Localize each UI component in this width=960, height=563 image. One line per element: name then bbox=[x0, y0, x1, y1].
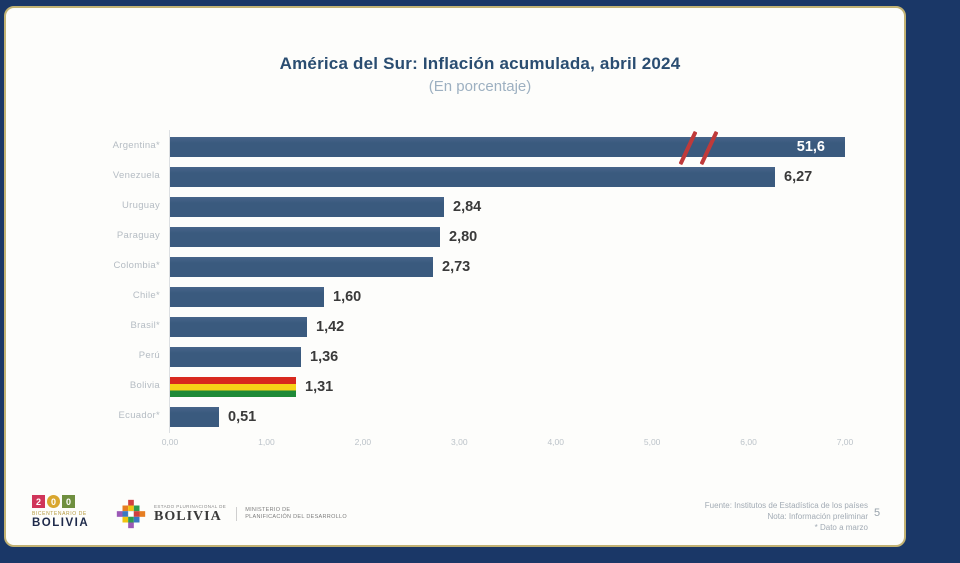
bar-argentina bbox=[170, 137, 845, 157]
chart-header: América del Sur: Inflación acumulada, ab… bbox=[40, 54, 920, 95]
source-line: Fuente: Institutos de Estadística de los… bbox=[704, 501, 868, 510]
bar-colombia bbox=[170, 257, 433, 277]
ministry-dept-line2: PLANIFICACIÓN DEL DESARROLLO bbox=[245, 514, 347, 520]
category-label-argentina: Argentina* bbox=[112, 140, 160, 151]
value-label-argentina: 51,6 bbox=[796, 139, 825, 155]
slide-card bbox=[4, 6, 906, 547]
category-label-paraguay: Paraguay bbox=[116, 230, 160, 241]
chart-subtitle: (En porcentaje) bbox=[428, 78, 532, 95]
chart-title: América del Sur: Inflación acumulada, ab… bbox=[279, 54, 681, 73]
value-label-venezuela: 6,27 bbox=[784, 169, 813, 185]
x-tick-3: 3,00 bbox=[451, 437, 468, 447]
category-label-bolivia: Bolivia bbox=[129, 380, 160, 391]
value-label-per: 1,36 bbox=[310, 349, 339, 365]
page-number: 5 bbox=[874, 507, 881, 519]
x-tick-4: 4,00 bbox=[547, 437, 564, 447]
category-label-venezuela: Venezuela bbox=[112, 170, 160, 181]
ministry-dept-line1: MINISTERIO DE bbox=[245, 507, 291, 513]
y-axis-line bbox=[169, 130, 170, 433]
bar-per bbox=[170, 347, 301, 367]
bar-venezuela bbox=[170, 167, 775, 187]
bar-paraguay bbox=[170, 227, 440, 247]
x-tick-0: 0,00 bbox=[161, 437, 179, 447]
ministry-dept-block: MINISTERIO DE PLANIFICACIÓN DEL DESARROL… bbox=[236, 507, 347, 521]
x-tick-1: 1,00 bbox=[258, 437, 275, 447]
category-label-brasil: Brasil* bbox=[130, 320, 160, 331]
value-label-colombia: 2,73 bbox=[442, 259, 471, 275]
value-label-bolivia: 1,31 bbox=[305, 379, 334, 395]
ministry-name-block: ESTADO PLURINACIONAL DE BOLIVIA bbox=[154, 504, 226, 525]
category-label-colombia: Colombia* bbox=[113, 260, 160, 271]
bar-chile bbox=[170, 287, 324, 307]
category-label-uruguay: Uruguay bbox=[121, 200, 160, 211]
bar-bolivia bbox=[170, 377, 296, 397]
bar-uruguay bbox=[170, 197, 444, 217]
value-label-brasil: 1,42 bbox=[316, 319, 345, 335]
source-notes: Fuente: Institutos de Estadística de los… bbox=[705, 500, 868, 533]
bar-brasil bbox=[170, 317, 307, 337]
x-tick-2: 2,00 bbox=[354, 437, 372, 447]
digit-tile-0a: 0 bbox=[47, 495, 60, 508]
value-label-ecuador: 0,51 bbox=[228, 409, 257, 425]
bicentenario-bolivia-label: BOLIVIA bbox=[32, 517, 90, 529]
bar-ecuador bbox=[170, 407, 219, 427]
bolivia-wordmark: BOLIVIA bbox=[154, 508, 222, 524]
category-label-ecuador: Ecuador* bbox=[118, 410, 160, 421]
category-label-per: Perú bbox=[138, 350, 160, 361]
digit-tile-0b: 0 bbox=[62, 495, 75, 508]
bicentenario-label: BICENTENARIO DE bbox=[32, 511, 87, 517]
ministry-logo: ESTADO PLURINACIONAL DE BOLIVIA MINISTER… bbox=[114, 497, 347, 531]
estado-plurinacional-label: ESTADO PLURINACIONAL DE bbox=[154, 503, 227, 509]
bolivia-emblem-icon bbox=[116, 499, 146, 529]
x-tick-7: 7,00 bbox=[836, 437, 854, 447]
x-tick-6: 6,00 bbox=[740, 437, 757, 447]
bicentenario-200-icon: 2 0 0 bbox=[32, 495, 89, 508]
x-tick-5: 5,00 bbox=[643, 437, 661, 447]
bicentenario-logo: 2 0 0 BICENTENARIO DE BOLIVIA bbox=[32, 495, 89, 529]
note-line: Nota: Información preliminar bbox=[767, 512, 868, 521]
category-label-chile: Chile* bbox=[132, 290, 160, 301]
footnote-line: * Dato a marzo bbox=[814, 523, 868, 532]
digit-tile-2: 2 bbox=[32, 495, 45, 508]
value-label-uruguay: 2,84 bbox=[453, 199, 482, 215]
value-label-chile: 1,60 bbox=[333, 289, 362, 305]
value-label-paraguay: 2,80 bbox=[449, 229, 478, 245]
